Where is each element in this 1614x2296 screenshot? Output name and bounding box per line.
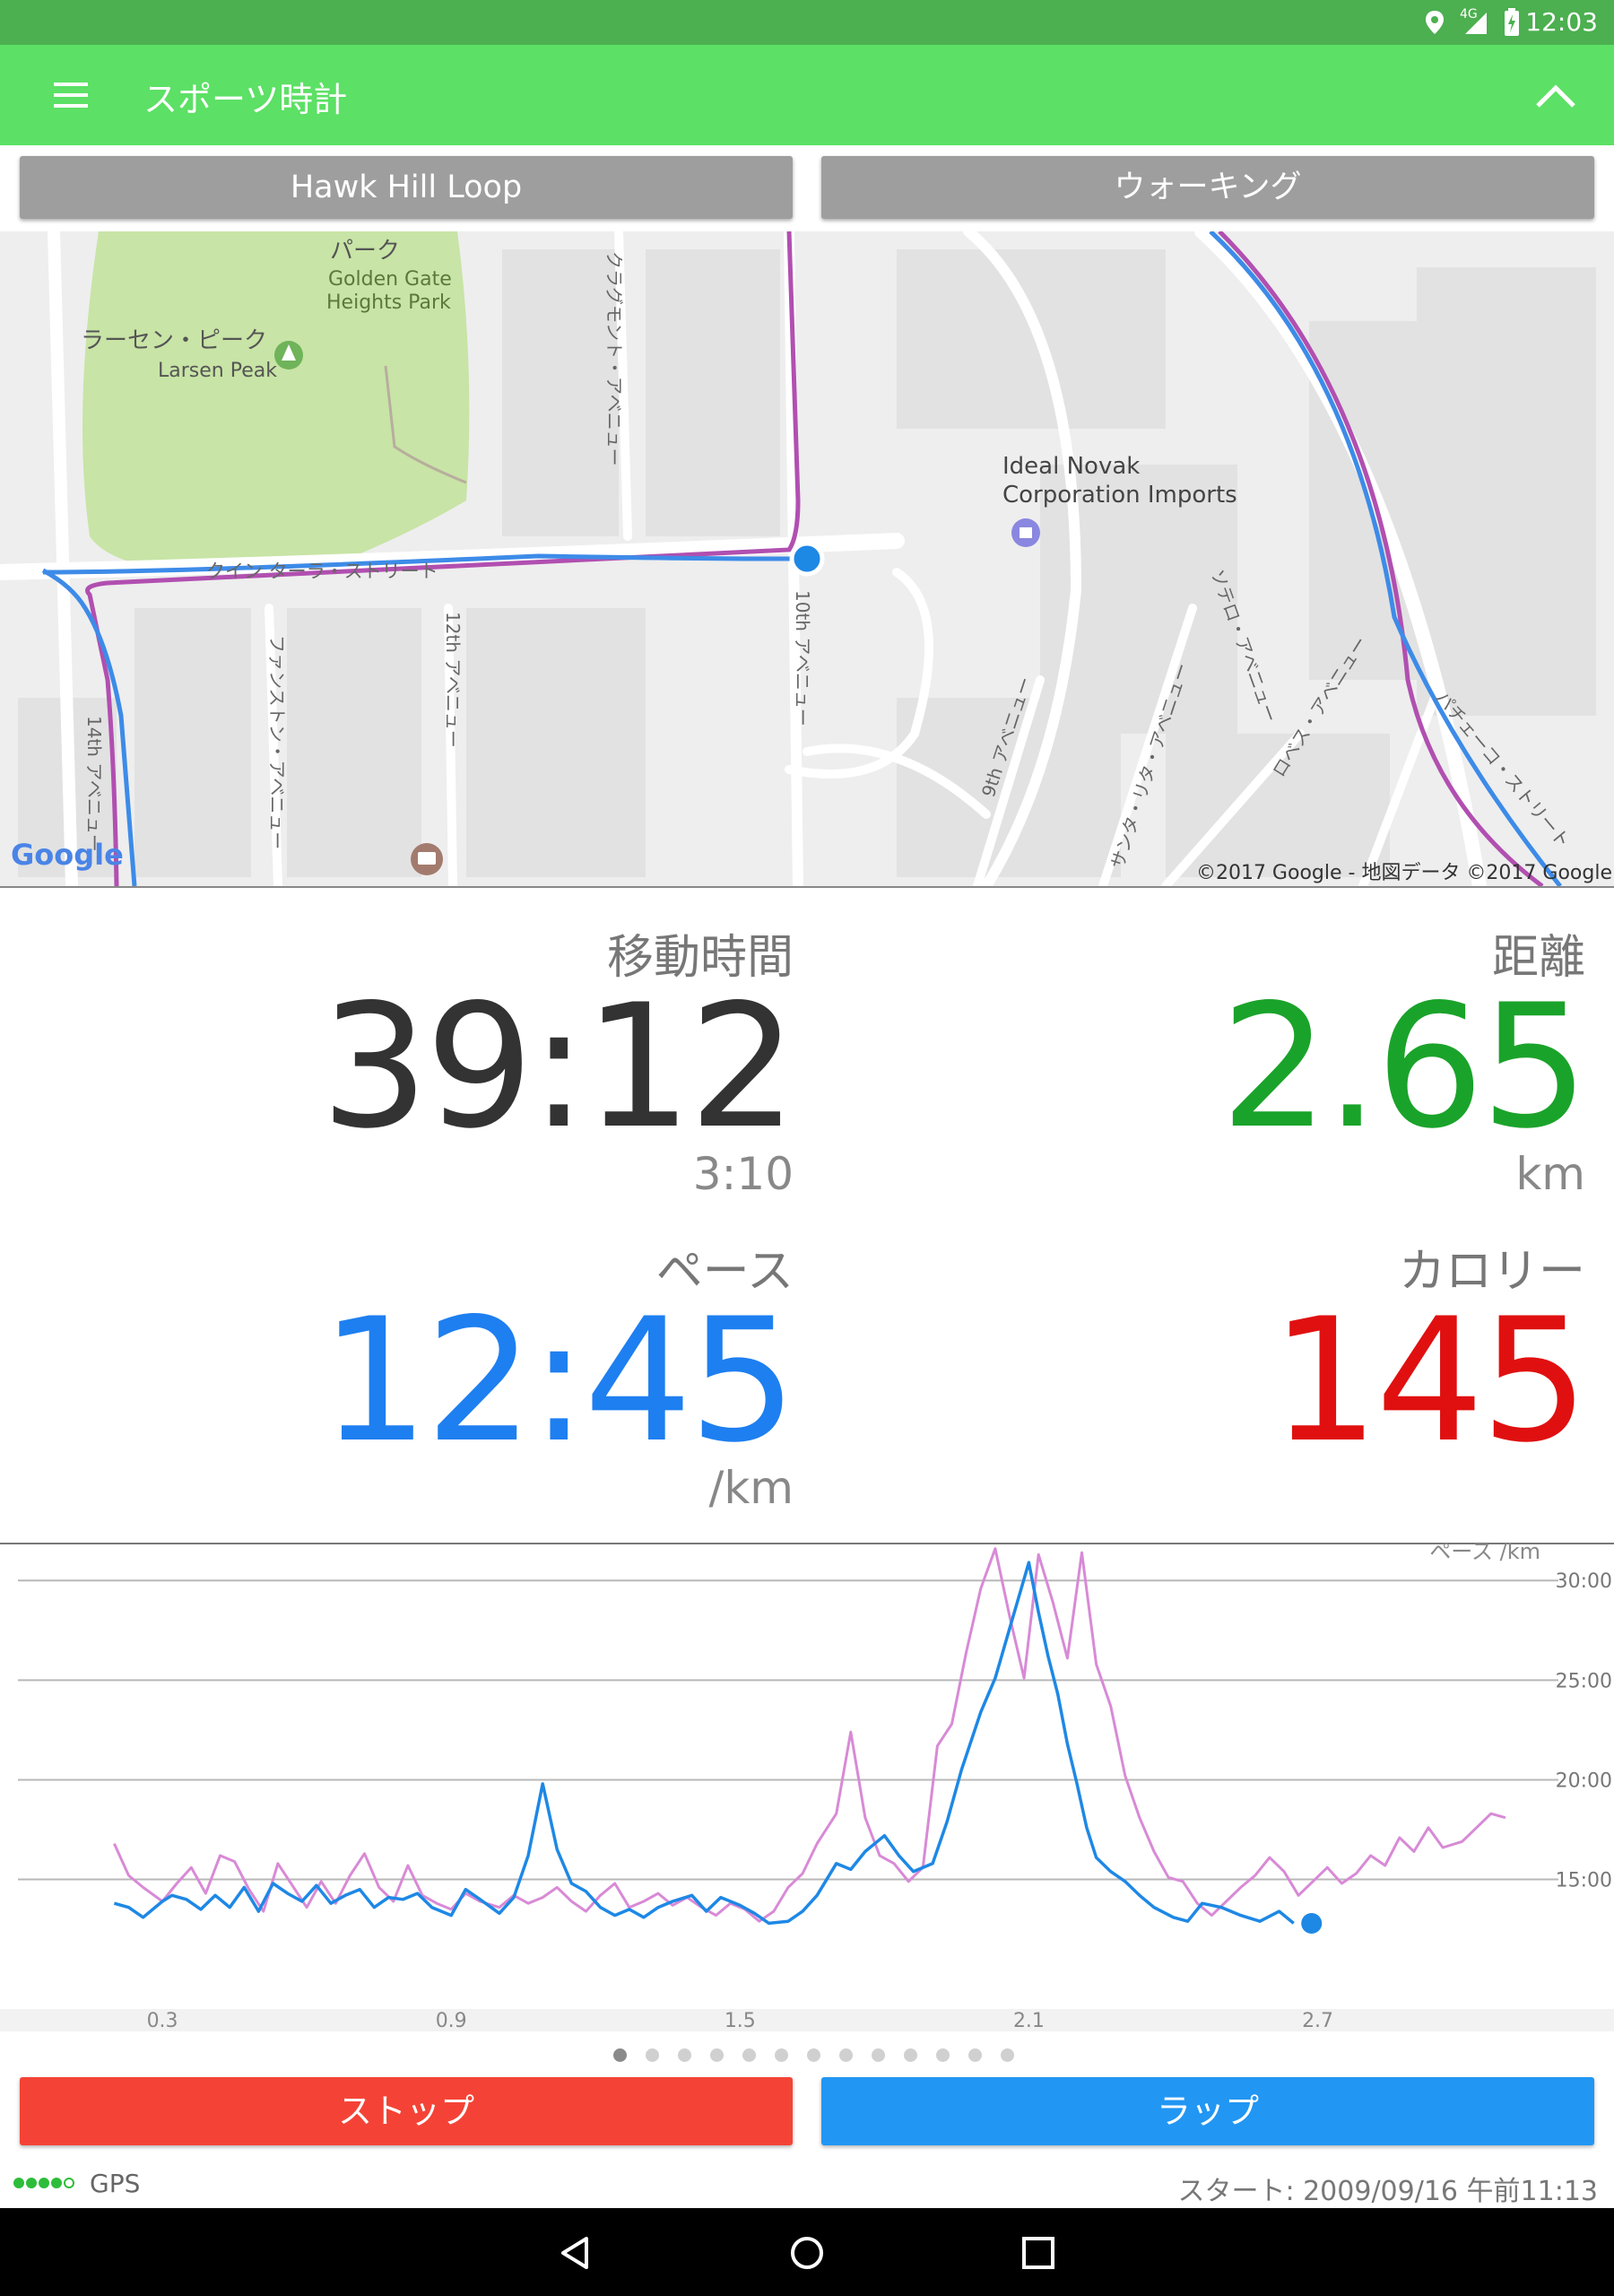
- chart-ylabel: ペース /km: [1429, 1543, 1540, 1564]
- network-type: 4G: [1460, 7, 1478, 22]
- activity-selector[interactable]: ウォーキング: [821, 156, 1594, 219]
- start-time: スタート: 2009/09/16 午前11:13: [1177, 2176, 1598, 2207]
- page-dot[interactable]: [678, 2048, 691, 2062]
- chart-y-tick-label: 20:00: [1556, 1770, 1612, 1792]
- pace-chart[interactable]: ペース /km 30:00 25:00 20:00 15:00 0.3 0.9 1.5 2.1…: [0, 1539, 1614, 2032]
- page-dot[interactable]: [646, 2048, 659, 2062]
- moving-time-label: 移動時間: [606, 931, 794, 985]
- chevron-up-icon[interactable]: [1533, 77, 1578, 113]
- calories-label: カロリー: [1398, 1245, 1585, 1299]
- map-canvas: パーク Golden Gate Heights Park ラーセン・ピーク La…: [0, 231, 1614, 886]
- page-dot[interactable]: [839, 2048, 853, 2062]
- chart-x-tick-label: 1.5: [725, 2010, 756, 2031]
- map-street-label: 10th アベニュー: [792, 590, 813, 726]
- gps-label: GPS: [90, 2169, 141, 2198]
- chart-x-tick-label: 2.1: [1013, 2010, 1045, 2031]
- divider: [0, 886, 1614, 888]
- home-icon[interactable]: [789, 2235, 825, 2271]
- battery-icon: [1505, 8, 1519, 36]
- back-icon[interactable]: [558, 2235, 594, 2271]
- clock: 12:03: [1525, 7, 1598, 37]
- moving-time-sub: 3:10: [692, 1148, 794, 1200]
- page-dot[interactable]: [807, 2048, 820, 2062]
- moving-time-value: 39:12: [320, 968, 797, 1166]
- distance-unit: km: [1515, 1148, 1585, 1200]
- map-street-label: クラグモント・アベニュー: [603, 251, 625, 466]
- map-street-label: クイン ターラ・ストリート: [206, 561, 438, 582]
- status-bar: 4G 12:03: [0, 0, 1614, 45]
- page-dot[interactable]: [613, 2048, 627, 2062]
- route-selector[interactable]: Hawk Hill Loop: [20, 156, 793, 219]
- map-street-label: 12th アベニュー: [442, 612, 464, 748]
- map-view[interactable]: パーク Golden Gate Heights Park ラーセン・ピーク La…: [0, 231, 1614, 886]
- chart-x-tick-label: 0.9: [436, 2010, 467, 2031]
- chart-series-current: [113, 1561, 1295, 1926]
- chart-series-previous: [113, 1547, 1506, 1923]
- map-place-label: Heights Park: [326, 291, 451, 314]
- app-title: スポーツ時計: [143, 80, 348, 119]
- stop-button[interactable]: ストップ: [20, 2077, 793, 2145]
- recents-icon[interactable]: [1020, 2235, 1056, 2271]
- lap-button[interactable]: ラップ: [821, 2077, 1594, 2145]
- navigation-bar: [0, 2208, 1614, 2296]
- map-place-label: Larsen Peak: [158, 360, 277, 382]
- map-street-label: ファンストン・アベニュー: [266, 635, 288, 849]
- distance-label: 距離: [1491, 931, 1585, 985]
- map-place-label: Ideal Novak: [1002, 453, 1140, 480]
- page-dot[interactable]: [1001, 2048, 1014, 2062]
- page-dot[interactable]: [904, 2048, 917, 2062]
- chart-y-tick-label: 25:00: [1556, 1670, 1612, 1692]
- map-place-label: ラーセン・ピーク: [81, 327, 267, 354]
- page-dot[interactable]: [936, 2048, 950, 2062]
- map-place-label: Golden Gate: [328, 268, 452, 291]
- map-attribution[interactable]: ©2017 Google - 地図データ ©2017 Google: [1196, 862, 1612, 884]
- page-dot[interactable]: [968, 2048, 982, 2062]
- chart-current-marker: [1298, 1909, 1325, 1936]
- map-place-label: パーク: [330, 238, 400, 265]
- chart-x-tick-label: 2.7: [1302, 2010, 1333, 2031]
- page-dot[interactable]: [742, 2048, 756, 2062]
- signal-icon: [1465, 13, 1487, 34]
- map-street-label: 14th アベニュー: [83, 716, 105, 852]
- chart-y-tick-label: 15:00: [1556, 1870, 1612, 1892]
- pace-value: 12:45: [320, 1282, 797, 1480]
- page-indicator[interactable]: [0, 2047, 1614, 2065]
- calories-value: 145: [1271, 1282, 1589, 1480]
- pace-unit: /km: [708, 1462, 794, 1514]
- distance-value: 2.65: [1219, 968, 1589, 1166]
- pace-label: ペース: [655, 1245, 794, 1299]
- page-dot[interactable]: [872, 2048, 885, 2062]
- location-icon: [1426, 11, 1444, 34]
- google-logo: Google: [11, 838, 124, 872]
- page-dot[interactable]: [775, 2048, 788, 2062]
- divider: [0, 1543, 1614, 1544]
- pace-chart-svg: ペース /km 30:00 25:00 20:00 15:00 0.3 0.9 1.5 2.1…: [0, 1539, 1614, 2032]
- map-place-label: Corporation Imports: [1002, 482, 1237, 509]
- chart-y-tick-label: 30:00: [1556, 1570, 1612, 1593]
- page-dot[interactable]: [710, 2048, 724, 2062]
- gps-signal-icon: [13, 2178, 74, 2188]
- chart-x-tick-label: 0.3: [147, 2010, 178, 2031]
- menu-icon[interactable]: [52, 77, 91, 113]
- app-bar: スポーツ時計: [0, 45, 1614, 145]
